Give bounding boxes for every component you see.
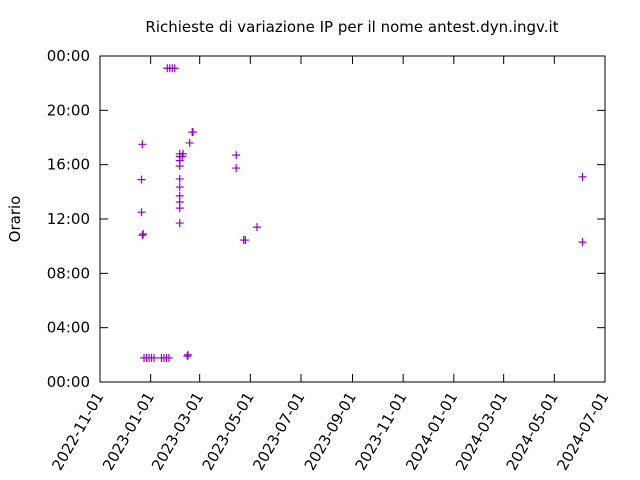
point	[175, 191, 184, 200]
point	[149, 353, 158, 362]
point	[137, 208, 146, 217]
x-tick-label: 2024-07-01	[553, 389, 612, 474]
point	[138, 140, 147, 149]
x-tick-label: 2023-07-01	[249, 389, 308, 474]
y-tick-label: 08:00	[47, 264, 90, 282]
y-tick-label: 04:00	[47, 319, 90, 337]
point	[232, 164, 241, 173]
point	[175, 219, 184, 228]
point	[232, 151, 241, 160]
y-tick-label: 16:00	[47, 156, 90, 174]
point	[137, 175, 146, 184]
point	[578, 172, 587, 181]
y-tick-label: 00:00	[47, 373, 90, 391]
x-tick-label: 2024-01-01	[402, 389, 461, 474]
point	[184, 350, 193, 359]
point	[183, 352, 192, 361]
point	[175, 174, 184, 183]
point	[189, 128, 198, 137]
point	[170, 64, 179, 73]
x-tick-label: 2023-11-01	[351, 389, 410, 474]
x-tick-label: 2024-05-01	[503, 389, 562, 474]
x-tick-label: 2022-11-01	[48, 389, 107, 474]
point	[138, 231, 147, 240]
point	[139, 229, 148, 238]
y-axis-label: Orario	[6, 196, 24, 243]
y-tick-label: 12:00	[47, 210, 90, 228]
y-tick-label: 00:00	[47, 47, 90, 65]
point	[175, 183, 184, 192]
point	[164, 353, 173, 362]
chart-title: Richieste di variazione IP per il nome a…	[145, 18, 558, 36]
point	[185, 138, 194, 147]
x-tick-label: 2023-03-01	[148, 389, 207, 474]
x-tick-label: 2023-09-01	[301, 389, 360, 474]
point	[241, 236, 250, 245]
plot-border	[99, 55, 606, 383]
x-tick-label: 2024-03-01	[452, 389, 511, 474]
x-tick-label: 2023-05-01	[199, 389, 258, 474]
y-tick-label: 20:00	[47, 101, 90, 119]
point	[178, 152, 187, 161]
point	[252, 223, 261, 232]
point	[578, 238, 587, 247]
